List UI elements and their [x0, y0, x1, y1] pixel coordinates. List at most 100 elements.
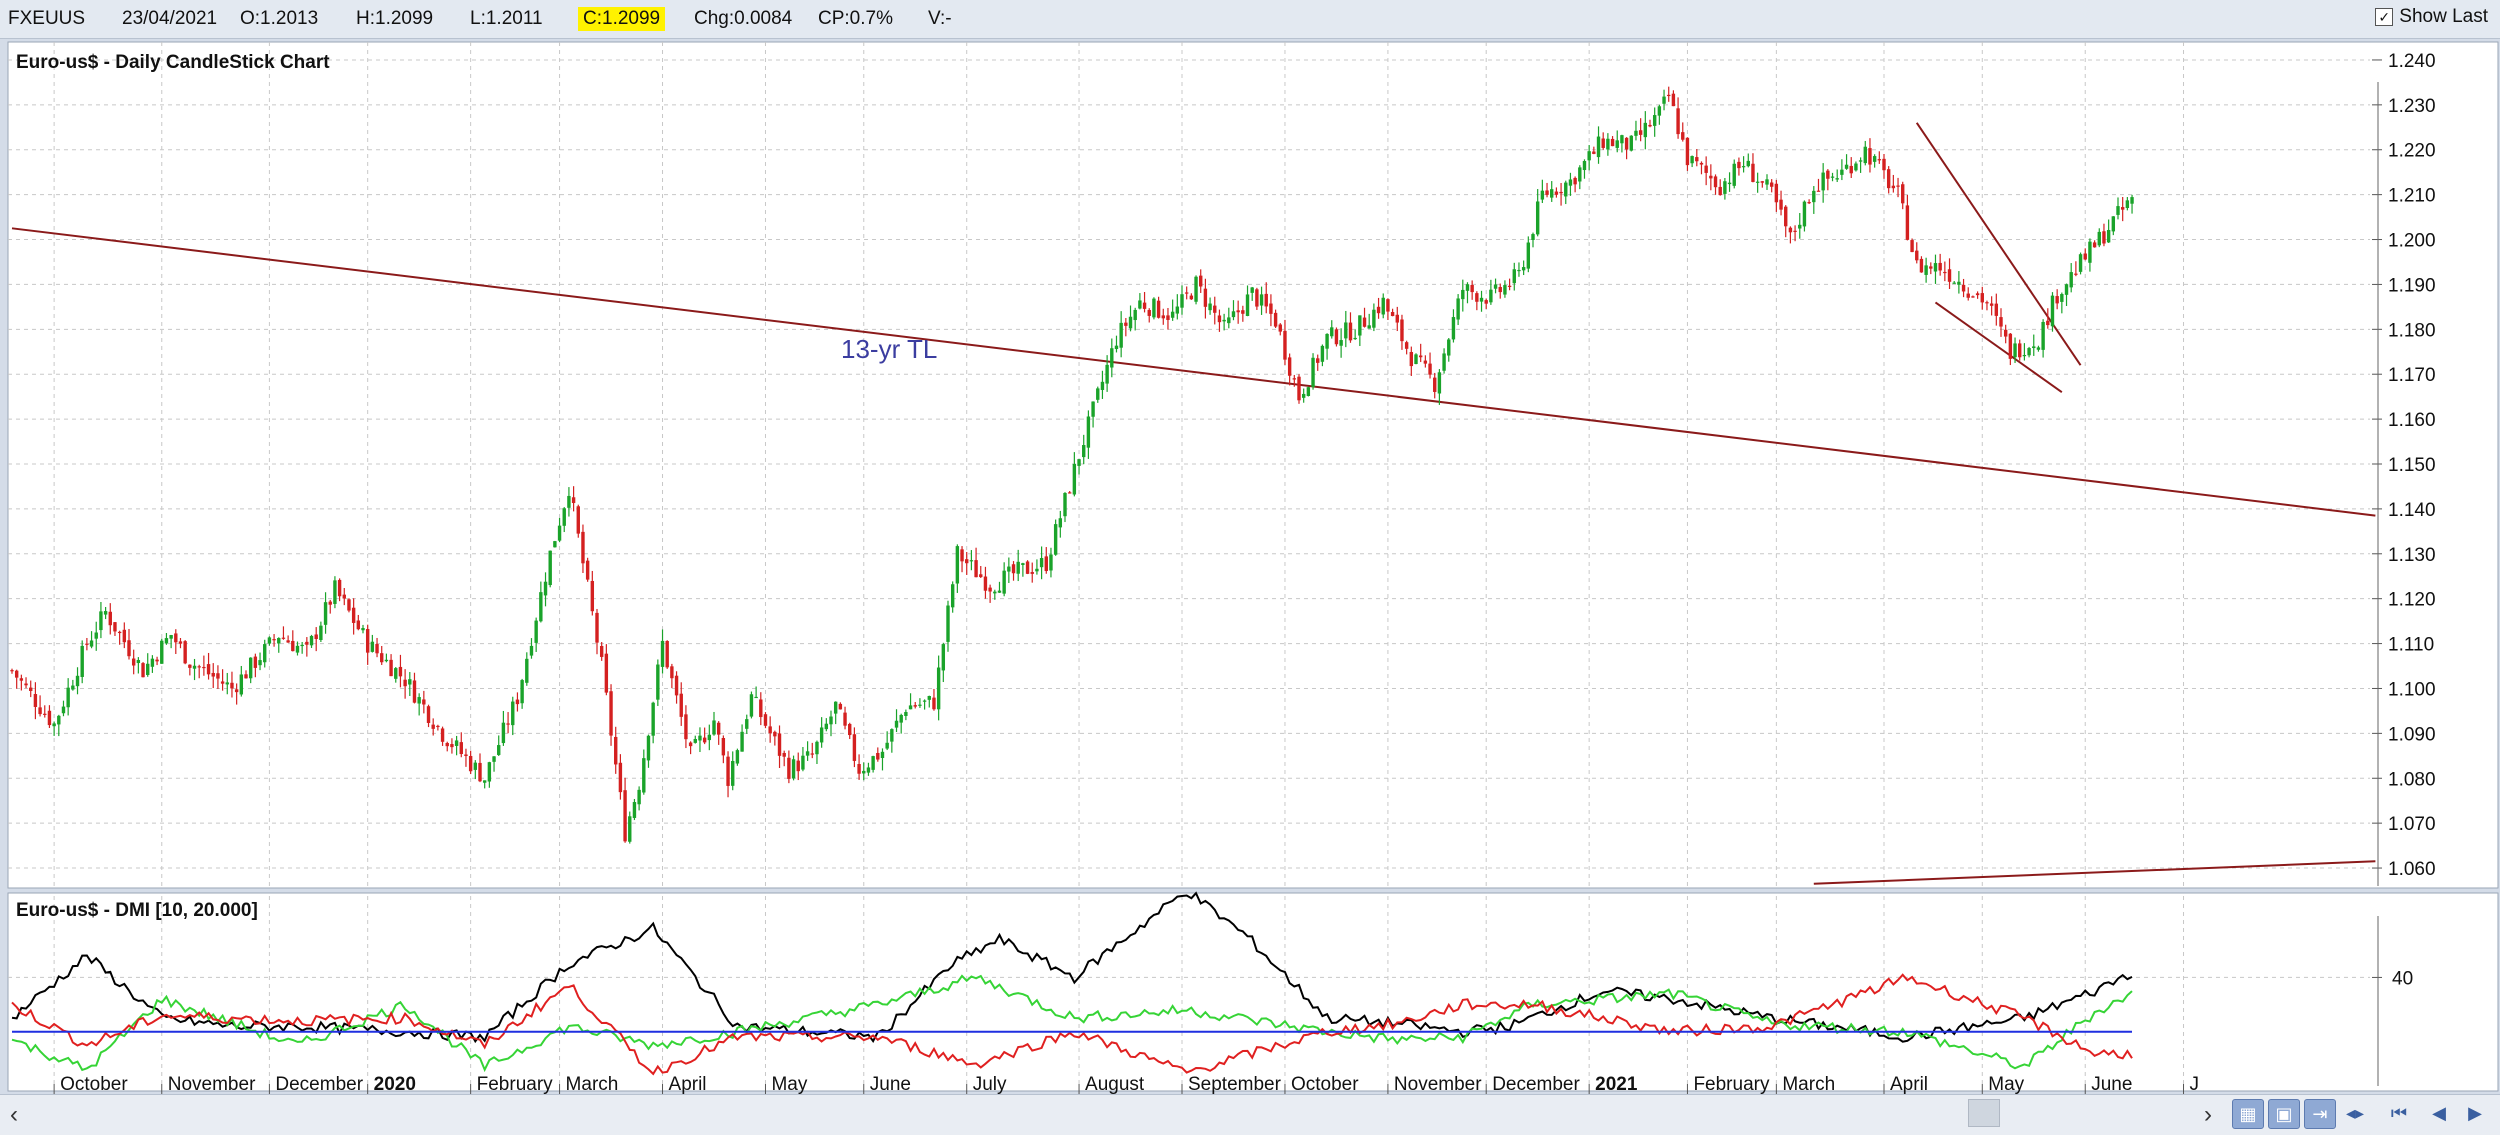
candle-body	[712, 720, 716, 735]
candle-body	[1222, 319, 1226, 322]
y-tick-label: 1.090	[2388, 724, 2436, 745]
candle-body	[1999, 317, 2003, 327]
candle-body	[1526, 242, 1531, 269]
candle-body	[108, 611, 112, 626]
scroll-range-icon[interactable]: ◂▸	[2345, 1102, 2365, 1123]
candles	[10, 86, 2134, 844]
candle-body	[440, 728, 445, 742]
y-tick-label: 1.120	[2388, 590, 2436, 611]
candle-body	[824, 723, 829, 730]
candle-body	[1025, 561, 1030, 574]
candle-body	[740, 731, 744, 752]
scroll-thumb[interactable]	[1968, 1099, 2000, 1127]
candle-body	[361, 628, 365, 631]
candle-body	[637, 789, 641, 805]
next-bar-icon[interactable]: ▶	[2468, 1102, 2482, 1123]
candle-body	[1339, 340, 1343, 346]
x-tick-label: May	[1988, 1074, 2024, 1094]
candle-body	[950, 584, 955, 608]
x-tick-label: March	[1782, 1074, 1835, 1094]
candle-body	[1582, 160, 1587, 171]
candle-body	[1760, 181, 1765, 183]
candle-body	[1049, 554, 1053, 571]
candle-body	[946, 605, 950, 642]
candle-body	[993, 591, 997, 594]
y-tick-label: 1.220	[2388, 141, 2436, 162]
candle-body	[80, 645, 84, 677]
candle-body	[225, 682, 229, 685]
candle-body	[642, 758, 646, 793]
show-last-toggle[interactable]: ✓ Show Last	[2375, 6, 2488, 28]
candle-body	[604, 653, 609, 693]
candle-body	[1451, 317, 1456, 340]
y-tick-label: 1.170	[2388, 365, 2436, 386]
candle-body	[988, 587, 992, 592]
candle-body	[1512, 269, 1516, 284]
candle-body	[1320, 345, 1325, 362]
candle-body	[1030, 572, 1034, 574]
candle-body	[2111, 216, 2116, 232]
channel-lower[interactable]	[1934, 301, 2063, 393]
candle-body	[1100, 381, 1105, 390]
scroll-left-arrow-icon[interactable]: ‹	[10, 1101, 18, 1128]
candle-body	[1400, 319, 1404, 342]
candle-body	[29, 687, 33, 691]
candle-body	[389, 659, 393, 677]
grid	[8, 42, 2370, 1086]
candle-body	[1896, 185, 1900, 187]
toolbar: FXEUUS 23/04/2021 O:1.2013 H:1.2099 L:1.…	[0, 0, 2500, 39]
candle-body	[497, 745, 501, 755]
candle-body	[202, 666, 206, 669]
candle-body	[628, 816, 632, 842]
candle-body	[529, 645, 534, 656]
candle-body	[557, 525, 562, 541]
first-bar-icon[interactable]: ⏮	[2390, 1102, 2408, 1123]
candle-body	[1648, 124, 1652, 127]
candle-body	[1957, 281, 1961, 285]
candle-body	[380, 653, 384, 663]
scroll-right-arrow-icon[interactable]: ›	[2204, 1101, 2212, 1128]
candle-body	[763, 714, 768, 726]
candle-body	[1769, 182, 1774, 187]
candle-body	[1540, 190, 1545, 200]
candle-body	[1091, 401, 1095, 417]
candle-body	[1812, 190, 1816, 203]
candle-body	[721, 737, 726, 756]
chart-area[interactable]: October November December 2020 February March…	[0, 38, 2500, 1094]
candle-body	[291, 640, 295, 652]
candle-body	[941, 644, 946, 671]
candle-body	[328, 601, 332, 605]
candle-body	[1985, 302, 1989, 304]
candle-body	[857, 764, 861, 774]
trendlines	[11, 122, 2376, 885]
candle-body	[1021, 563, 1025, 565]
previous-bar-icon[interactable]: ◀	[2432, 1102, 2446, 1123]
candle-body	[562, 508, 566, 526]
dmi-series-line	[11, 973, 2133, 1076]
zoom-out-icon[interactable]: ▣	[2268, 1099, 2300, 1129]
candle-body	[2046, 320, 2050, 326]
candle-body	[1802, 201, 1807, 227]
candle-body	[431, 724, 435, 729]
candle-body	[1114, 345, 1119, 350]
fit-chart-icon[interactable]: ⇥	[2304, 1099, 2336, 1129]
candle-body	[2050, 295, 2055, 327]
zoom-in-icon[interactable]: ▦	[2232, 1099, 2264, 1129]
x-tick-label: December	[275, 1074, 363, 1094]
candle-body	[1727, 182, 1732, 185]
candle-body	[735, 750, 740, 764]
candle-body	[567, 495, 571, 508]
candle-body	[216, 673, 220, 679]
candle-body	[131, 658, 136, 666]
candle-body	[1367, 325, 1371, 329]
13-yr-trendline[interactable]	[11, 227, 2376, 517]
candle-body	[1245, 294, 1250, 316]
candle-body	[450, 744, 454, 748]
candle-body	[1475, 293, 1479, 302]
candle-body	[548, 550, 552, 586]
candle-body	[47, 710, 52, 726]
candle-body	[141, 663, 145, 678]
show-last-checkbox[interactable]: ✓	[2375, 8, 2394, 26]
candle-body	[342, 594, 346, 599]
bottom-trendline[interactable]	[1813, 860, 2376, 885]
